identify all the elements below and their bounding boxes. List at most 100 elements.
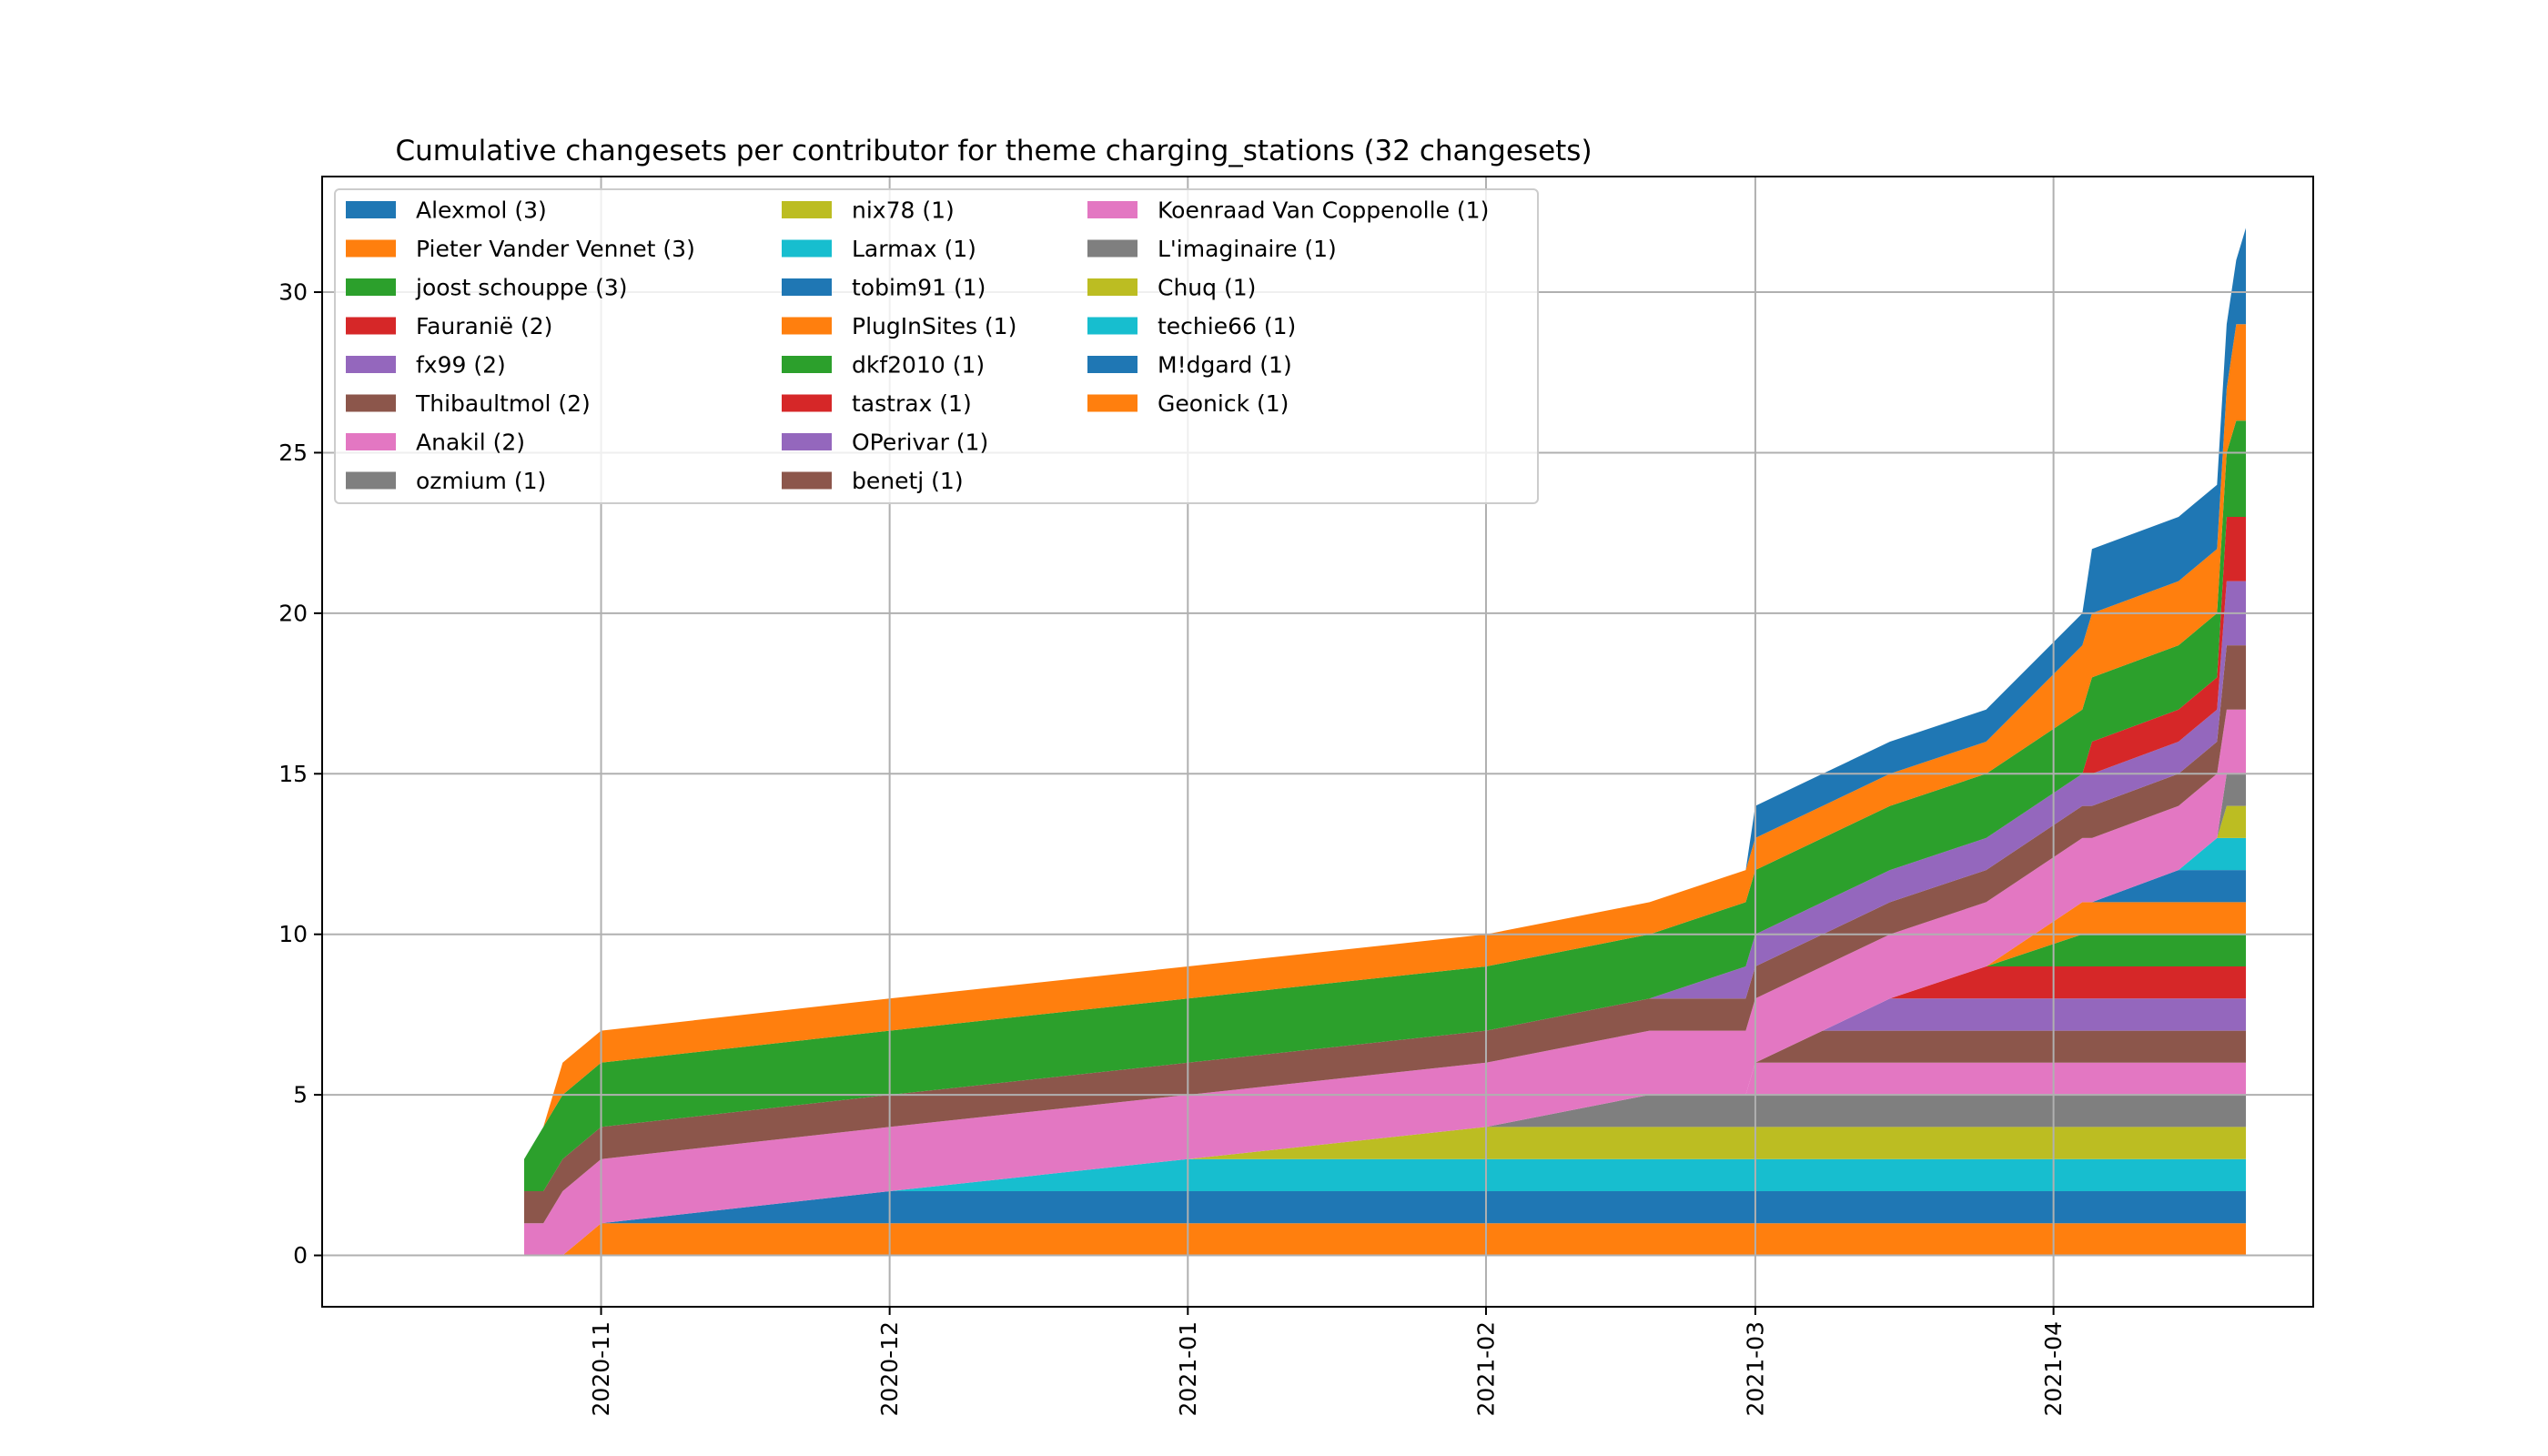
legend-swatch [346, 201, 396, 218]
legend-swatch [1087, 394, 1138, 412]
legend-item-pluginsites-1: PlugInSites (1) [782, 313, 1016, 339]
legend-item-l-imaginaire-1: L'imaginaire (1) [1087, 236, 1337, 262]
legend-frame [334, 188, 1539, 504]
legend-label: tobim91 (1) [852, 275, 986, 301]
legend-swatch [782, 239, 832, 258]
area-techie66-1 [524, 1158, 2246, 1256]
area-benetj-1 [524, 1030, 2246, 1256]
legend-label: PlugInSites (1) [852, 313, 1016, 339]
legend-item-thibaultmol-2: Thibaultmol (2) [346, 390, 591, 417]
y-axis: 0 5 10 15 20 25 30 [278, 279, 322, 1269]
legend-label: L'imaginaire (1) [1158, 236, 1337, 262]
area-dkf2010-1 [524, 934, 2246, 1256]
legend-item-ozmium-1: ozmium (1) [346, 468, 546, 494]
legend-item-operivar-1: OPerivar (1) [782, 430, 988, 456]
legend-label: Larmax (1) [852, 236, 976, 262]
legend-item-faurani-2: Fauranië (2) [346, 313, 552, 339]
legend-item-benetj-1: benetj (1) [782, 468, 964, 494]
legend-swatch [346, 433, 396, 450]
legend-label: techie66 (1) [1158, 313, 1296, 339]
x-tick-label: 2021-01 [1175, 1321, 1201, 1416]
legend-item-chuq-1: Chuq (1) [1087, 275, 1256, 301]
x-tick-label: 2020-11 [588, 1321, 614, 1416]
legend-item-joost-schouppe-3: joost schouppe (3) [346, 275, 628, 301]
x-tick-label: 2020-12 [876, 1321, 903, 1416]
x-tick-label: 2021-04 [2040, 1321, 2067, 1416]
legend-swatch [782, 471, 832, 490]
plot-frame [321, 176, 2314, 1308]
legend-swatch [782, 433, 832, 450]
legend-item-larmax-1: Larmax (1) [782, 236, 976, 262]
legend-label: ozmium (1) [416, 468, 546, 494]
y-tick-label: 0 [293, 1242, 308, 1269]
legend-label: dkf2010 (1) [852, 352, 985, 379]
legend-label: Alexmol (3) [416, 197, 547, 224]
legend-swatch [346, 317, 396, 335]
legend-label: Anakil (2) [416, 430, 525, 456]
area-fx99-2 [524, 581, 2246, 1191]
legend-item-tastrax-1: tastrax (1) [782, 390, 972, 417]
legend-item-nix78-1: nix78 (1) [782, 197, 955, 224]
area-koenraad-van-coppenolle-1 [524, 1062, 2246, 1256]
legend-item-fx99-2: fx99 (2) [346, 352, 506, 379]
legend-label: joost schouppe (3) [415, 275, 628, 301]
legend-label: Chuq (1) [1158, 275, 1256, 301]
y-tick-label: 10 [278, 921, 308, 947]
x-tick-label: 2021-03 [1742, 1321, 1768, 1416]
legend-swatch [1087, 278, 1138, 296]
area-chuq-1 [524, 1127, 2246, 1256]
x-tick-label: 2021-02 [1472, 1321, 1499, 1416]
y-tick-label: 5 [293, 1082, 308, 1108]
legend-swatch [782, 356, 832, 373]
legend: Alexmol (3) Pieter Vander Vennet (3) joost… [334, 188, 1539, 504]
legend-label: M!dgard (1) [1158, 352, 1292, 379]
legend-swatch [1087, 317, 1138, 335]
legend-item-geonick-1: Geonick (1) [1087, 390, 1289, 417]
legend-swatch [782, 201, 832, 218]
legend-swatch [346, 471, 396, 490]
legend-swatch [782, 317, 832, 335]
area-operivar-1 [524, 998, 2246, 1256]
legend-label: Fauranië (2) [416, 313, 552, 339]
legend-swatch [782, 278, 832, 296]
legend-label: fx99 (2) [416, 352, 506, 379]
legend-swatch [346, 278, 396, 296]
legend-label: nix78 (1) [852, 197, 955, 224]
x-axis: 2020-11 2020-12 2021-01 2021-02 2021-03 2021-… [588, 1307, 2067, 1416]
legend-swatch [346, 394, 396, 412]
legend-label: Geonick (1) [1158, 390, 1289, 417]
legend-item-alexmol-3: Alexmol (3) [346, 197, 547, 224]
plot-areas [524, 228, 2246, 1256]
chart-title: Cumulative changesets per contributor fo… [395, 135, 1592, 167]
legend-label: Pieter Vander Vennet (3) [416, 236, 695, 262]
legend-item-pieter-vander-vennet-3: Pieter Vander Vennet (3) [346, 236, 695, 262]
legend-swatch [346, 239, 396, 258]
legend-label: Koenraad Van Coppenolle (1) [1158, 197, 1489, 224]
area-m-dgard-1 [524, 1191, 2246, 1256]
legend-item-anakil-2: Anakil (2) [346, 430, 525, 456]
legend-label: benetj (1) [852, 468, 964, 494]
legend-swatch [1087, 201, 1138, 218]
area-anakil-2 [524, 709, 2246, 1256]
y-tick-label: 20 [278, 600, 308, 626]
legend-label: OPerivar (1) [852, 430, 988, 456]
legend-item-koenraad-van-coppenolle-1: Koenraad Van Coppenolle (1) [1087, 197, 1489, 224]
area-geonick-1 [524, 1223, 2246, 1256]
legend-item-tobim91-1: tobim91 (1) [782, 275, 986, 301]
area-tastrax-1 [524, 966, 2246, 1256]
legend-label: Thibaultmol (2) [415, 390, 591, 417]
legend-swatch [1087, 239, 1138, 258]
legend-item-dkf2010-1: dkf2010 (1) [782, 352, 985, 379]
legend-item-techie66-1: techie66 (1) [1087, 313, 1296, 339]
legend-swatch [782, 394, 832, 412]
area-joost-schouppe-3 [524, 420, 2246, 1191]
legend-swatch [346, 356, 396, 373]
legend-item-m-dgard-1: M!dgard (1) [1087, 352, 1292, 379]
legend-label: tastrax (1) [852, 390, 972, 417]
y-tick-label: 15 [278, 761, 308, 787]
y-tick-label: 25 [278, 440, 308, 466]
y-tick-label: 30 [278, 279, 308, 306]
legend-swatch [1087, 356, 1138, 373]
area-l-imaginaire-1 [524, 1095, 2246, 1256]
